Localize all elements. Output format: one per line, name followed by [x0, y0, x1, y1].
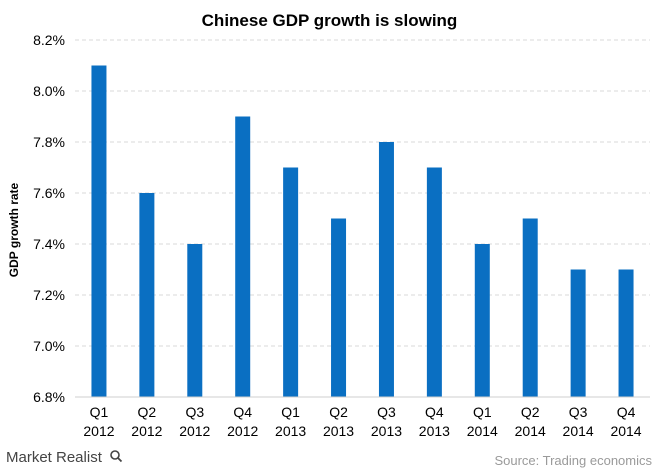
x-tick-label: Q2: [329, 404, 348, 420]
x-tick-label: Q3: [569, 404, 588, 420]
bar: [91, 65, 107, 397]
bar: [235, 116, 251, 397]
brand-logo: Market Realist: [6, 449, 123, 466]
bar: [331, 218, 347, 397]
y-tick-label: 8.2%: [33, 32, 65, 48]
y-tick-label: 7.8%: [33, 134, 65, 150]
y-tick-label: 7.4%: [33, 236, 65, 252]
x-tick-label: 2012: [131, 423, 162, 439]
y-tick-label: 6.8%: [33, 389, 65, 405]
x-tick-label: Q1: [281, 404, 300, 420]
bar: [139, 193, 155, 397]
bar: [426, 167, 442, 397]
bars: [91, 65, 634, 397]
x-tick-label: Q2: [521, 404, 540, 420]
brand-name: Market Realist: [6, 449, 103, 466]
gridlines: [75, 39, 650, 347]
x-tick-label: Q2: [138, 404, 157, 420]
x-tick-label: 2013: [275, 423, 306, 439]
bar: [522, 218, 538, 397]
bar: [378, 142, 394, 397]
x-tick-label: Q3: [185, 404, 204, 420]
chart-title: Chinese GDP growth is slowing: [202, 11, 458, 30]
x-tick-label: 2014: [610, 423, 641, 439]
x-tick-label: Q4: [617, 404, 636, 420]
magnifier-icon: [110, 450, 123, 463]
source-note: Source: Trading economics: [494, 453, 652, 468]
x-tick-label: 2013: [419, 423, 450, 439]
x-tick-label: 2012: [83, 423, 114, 439]
bar: [474, 244, 490, 397]
y-axis-ticks: 8.2% 8.0% 7.8% 7.6% 7.4% 7.2% 7.0% 6.8%: [33, 32, 65, 405]
y-tick-label: 8.0%: [33, 83, 65, 99]
bar: [570, 269, 586, 397]
x-tick-label: 2012: [179, 423, 210, 439]
x-tick-label: 2014: [467, 423, 498, 439]
x-tick-label: 2013: [371, 423, 402, 439]
x-axis-ticks: Q1 2012 Q2 2012 Q3 2012 Q4 2012 Q1 2013 Q2 2013 Q3 20…: [83, 404, 641, 439]
y-axis-label: GDP growth rate: [7, 182, 21, 277]
bar: [283, 167, 299, 397]
x-tick-label: 2014: [563, 423, 594, 439]
y-tick-label: 7.0%: [33, 338, 65, 354]
x-tick-label: Q1: [90, 404, 109, 420]
x-tick-label: Q3: [377, 404, 396, 420]
bar: [187, 244, 203, 397]
x-tick-label: Q4: [425, 404, 444, 420]
x-tick-label: Q1: [473, 404, 492, 420]
x-tick-label: 2013: [323, 423, 354, 439]
x-tick-label: 2012: [227, 423, 258, 439]
x-tick-label: 2014: [515, 423, 546, 439]
bar: [618, 269, 634, 397]
y-tick-label: 7.6%: [33, 185, 65, 201]
y-tick-label: 7.2%: [33, 287, 65, 303]
x-tick-label: Q4: [233, 404, 252, 420]
